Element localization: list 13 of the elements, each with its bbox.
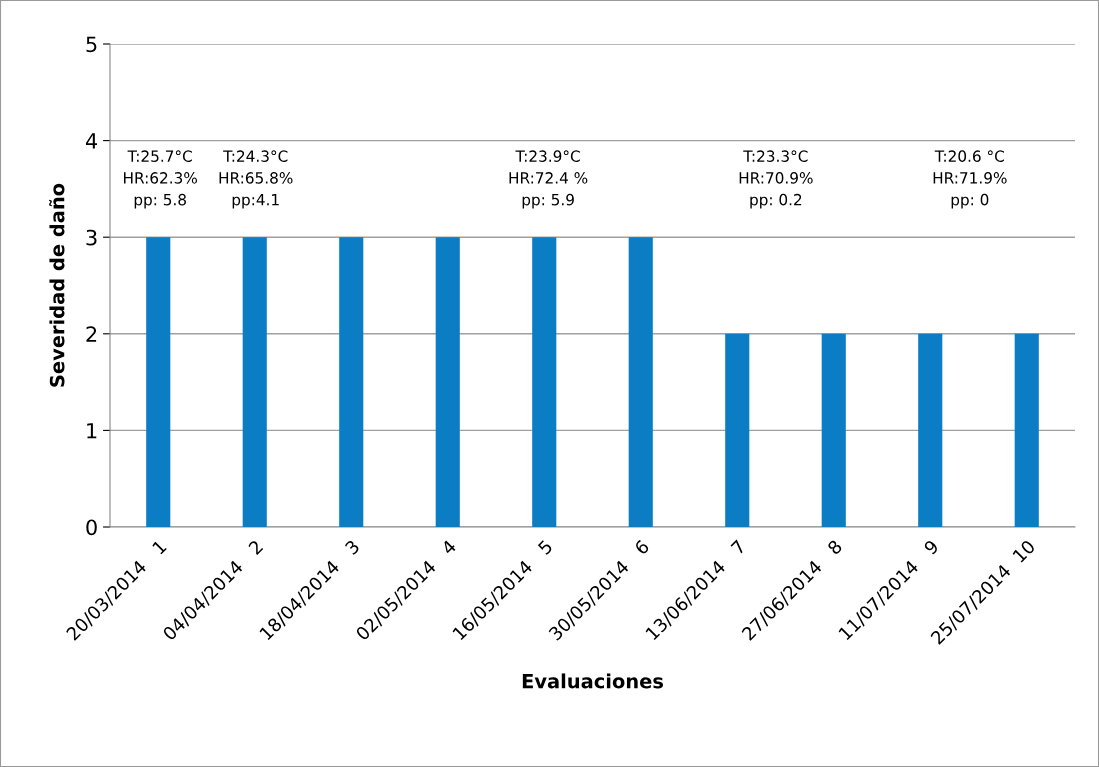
y-axis-title: Severidad de daño — [49, 183, 65, 387]
y-tick-label: 5 — [86, 36, 97, 53]
annotation: T:20.6 °C HR:71.9% pp: 0 — [933, 150, 1007, 209]
y-tick-label: 0 — [86, 519, 97, 536]
annotation: T:23.9°C HR:72.4 % pp: 5.9 — [509, 150, 588, 209]
annotation: T:24.3°C HR:65.8% pp:4.1 — [219, 150, 293, 209]
y-tick-label: 3 — [86, 229, 97, 246]
y-tick-label: 4 — [85, 133, 98, 149]
annotation: T:25.7°C HR:62.3% pp: 5.8 — [124, 150, 197, 209]
annotation: T:23.3°C HR:70.9% pp: 0.2 — [739, 150, 813, 209]
x-axis-title: Evaluaciones — [522, 673, 664, 689]
y-tick-label: 2 — [86, 326, 97, 342]
y-tick-label: 1 — [87, 423, 97, 439]
